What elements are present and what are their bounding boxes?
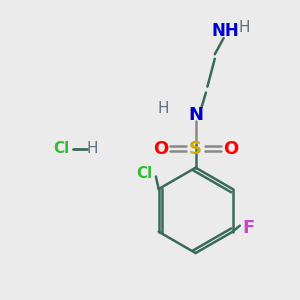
Text: N: N (188, 106, 203, 124)
Text: H: H (87, 141, 98, 156)
Text: NH: NH (211, 22, 239, 40)
Text: H: H (238, 20, 250, 35)
Text: F: F (242, 219, 255, 237)
Text: H: H (158, 101, 169, 116)
Text: Cl: Cl (53, 141, 70, 156)
Text: Cl: Cl (136, 166, 152, 181)
Text: O: O (153, 140, 168, 158)
Text: O: O (223, 140, 238, 158)
Text: S: S (189, 140, 202, 158)
